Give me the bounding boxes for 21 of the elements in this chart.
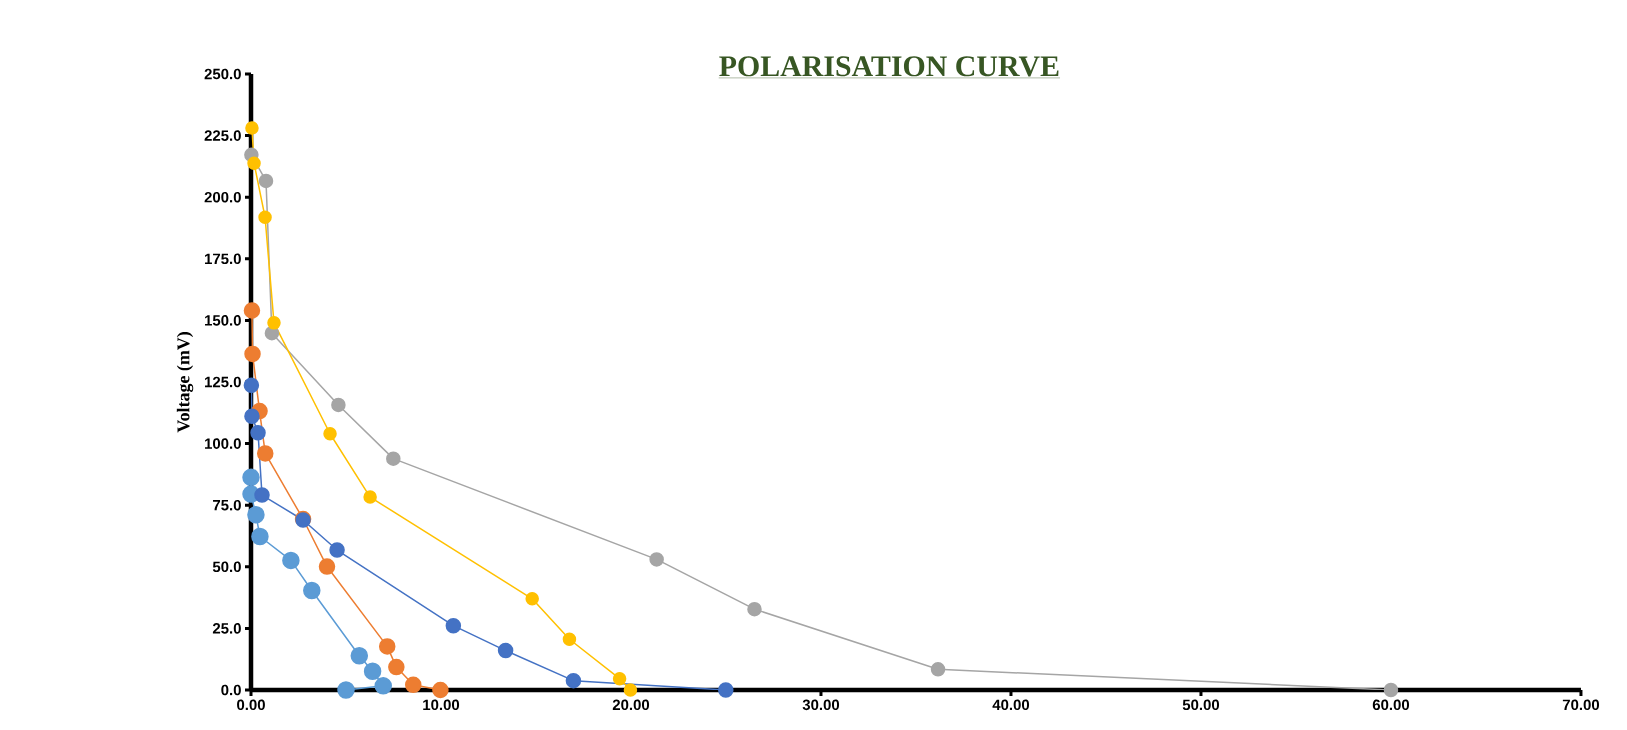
x-tick-label: 50.00 xyxy=(1182,699,1220,711)
y-tick-label: 125.0 xyxy=(205,376,241,388)
x-tick-label: 20.00 xyxy=(612,699,650,711)
y-tick-label: 0.0 xyxy=(221,684,241,696)
y-tick-label: 100.0 xyxy=(205,438,241,449)
x-tick-label: 10.00 xyxy=(423,699,460,711)
x-tick-label: 60.00 xyxy=(1372,699,1410,711)
x-tick-label: 70.00 xyxy=(1562,699,1600,711)
x-tick-label: 30.00 xyxy=(802,699,840,711)
x-tick-label: 40.00 xyxy=(992,699,1030,711)
y-tick-label: 75.0 xyxy=(213,499,241,511)
y-tick-label: 225.0 xyxy=(204,130,241,141)
y-tick-label: 25.0 xyxy=(212,623,241,634)
y-tick-label: 150.0 xyxy=(205,315,241,326)
y-tick-label: 250.0 xyxy=(204,68,241,80)
y-axis-title: Voltage (mV) xyxy=(176,332,194,433)
chart-title: POLARISATION CURVE xyxy=(719,56,1059,77)
y-tick-label: 175.0 xyxy=(205,253,241,265)
y-tick-label: 200.0 xyxy=(204,191,241,203)
y-tick-label: 50.0 xyxy=(212,561,241,573)
x-tick-label: 0.00 xyxy=(237,699,265,711)
